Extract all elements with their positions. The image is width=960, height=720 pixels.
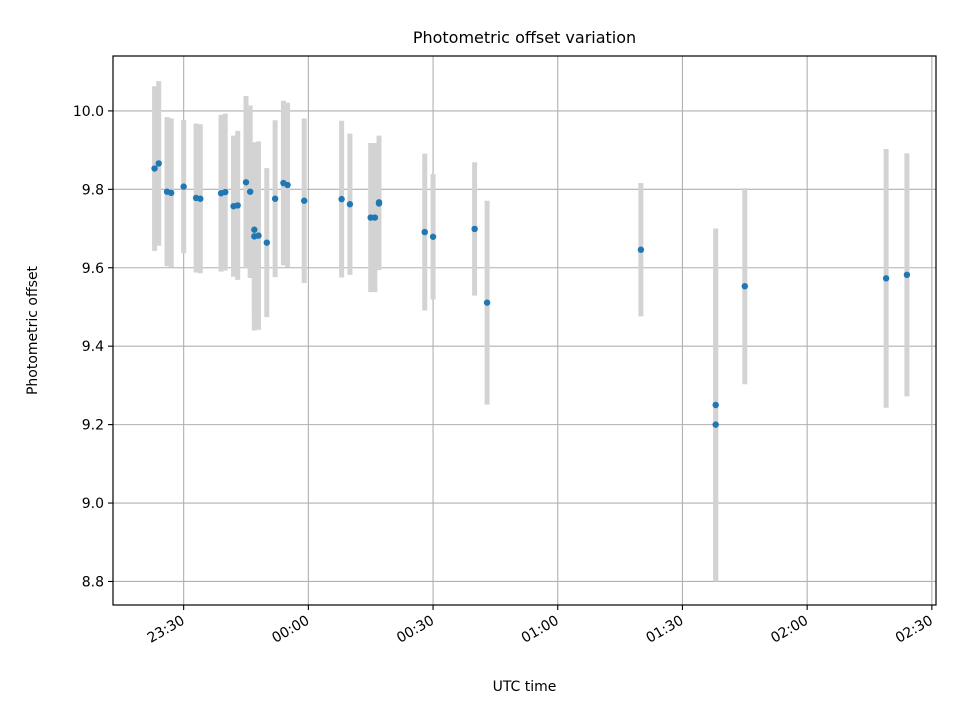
y-tick-label: 9.2 — [82, 418, 104, 434]
data-point — [242, 179, 250, 186]
data-point — [421, 228, 428, 236]
data-point — [167, 189, 175, 197]
y-tick-label: 9.0 — [82, 496, 104, 512]
x-tick-label: 23:30 — [145, 613, 188, 647]
data-point — [197, 195, 204, 202]
plot-area-frame — [112, 55, 937, 606]
chart-title: Photometric offset variation — [413, 28, 636, 47]
data-point — [151, 165, 158, 172]
x-tick-label: 01:00 — [519, 613, 562, 647]
data-point — [712, 421, 719, 428]
data-point — [180, 183, 187, 190]
x-tick-label: 02:30 — [893, 613, 936, 647]
data-point — [429, 233, 437, 240]
data-point — [471, 225, 478, 233]
x-tick-label: 00:00 — [269, 613, 312, 647]
data-point — [371, 214, 379, 221]
data-points — [151, 160, 911, 428]
data-point — [483, 299, 491, 306]
data-point — [271, 195, 279, 202]
error-bars — [152, 81, 910, 582]
data-point — [234, 202, 241, 209]
data-point — [346, 201, 354, 208]
y-axis-label: Photometric offset — [25, 265, 41, 395]
y-tick-label: 10.0 — [73, 104, 104, 120]
data-point — [903, 271, 911, 279]
y-tick-label: 9.6 — [82, 261, 104, 277]
data-point — [882, 275, 890, 282]
data-point — [251, 226, 258, 233]
x-tick-label: 01:30 — [643, 613, 686, 647]
data-point — [246, 188, 254, 195]
data-point — [301, 197, 308, 204]
data-point — [637, 246, 645, 253]
data-point — [263, 239, 270, 246]
x-axis-label: UTC time — [493, 679, 557, 695]
data-point — [375, 199, 383, 206]
data-point — [712, 401, 719, 409]
x-tick-label: 00:30 — [394, 613, 437, 647]
y-tick-label: 9.8 — [82, 182, 104, 198]
x-tick-label: 02:00 — [768, 613, 811, 647]
data-point — [741, 282, 748, 290]
data-point — [155, 160, 162, 167]
data-point — [338, 195, 345, 203]
data-point — [284, 181, 291, 189]
y-tick-label: 9.4 — [82, 339, 104, 355]
data-point — [255, 232, 262, 239]
data-point — [222, 188, 229, 196]
y-tick-label: 8.8 — [82, 574, 104, 590]
